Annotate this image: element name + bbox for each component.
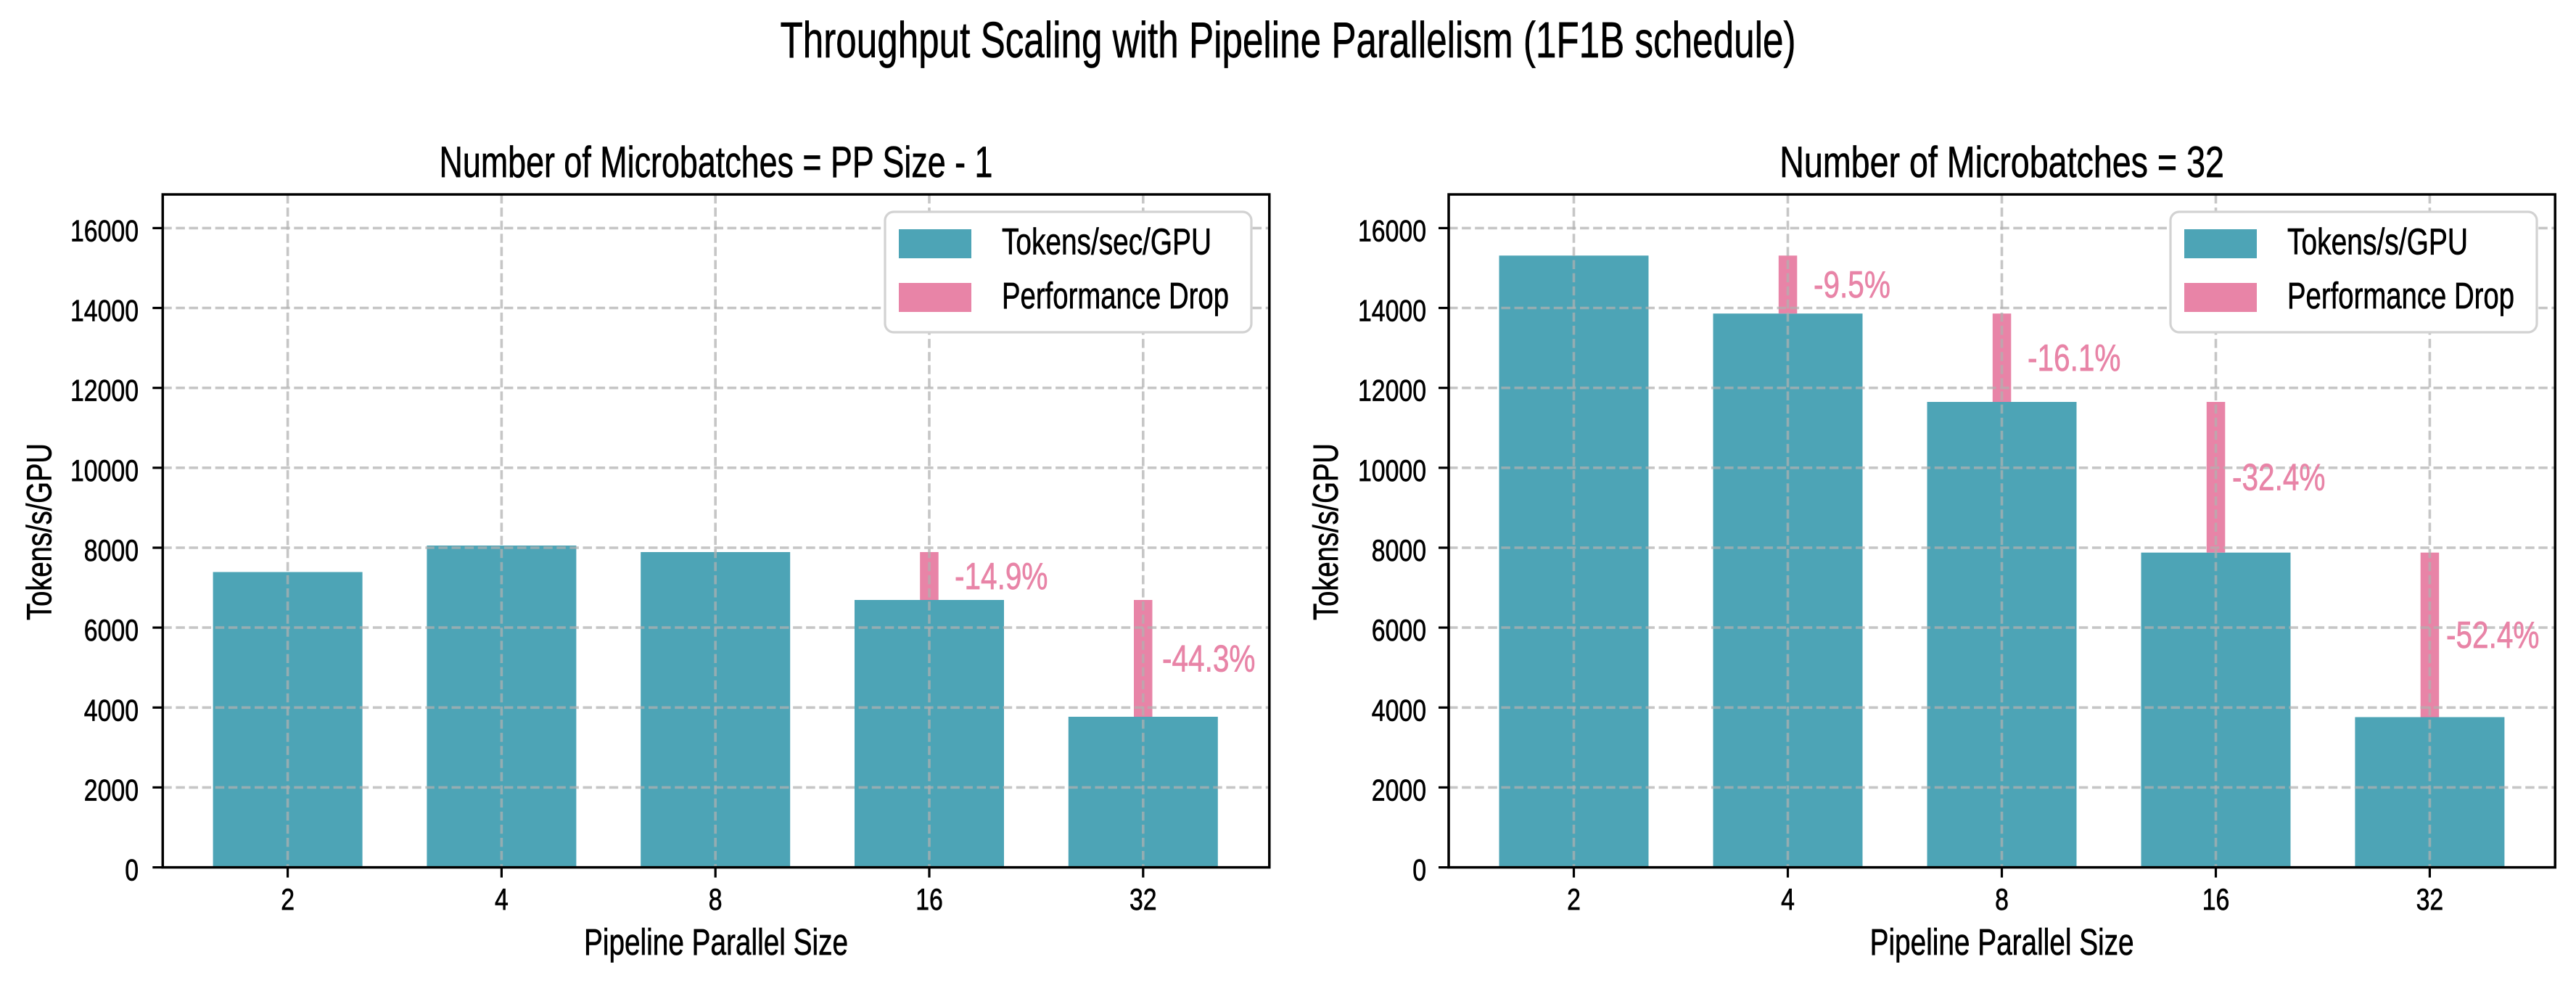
- svg-text:-52.4%: -52.4%: [2446, 614, 2540, 657]
- svg-text:32: 32: [1129, 882, 1157, 916]
- svg-text:8: 8: [1995, 882, 2009, 916]
- svg-text:2000: 2000: [84, 773, 139, 807]
- svg-text:12000: 12000: [1358, 374, 1426, 408]
- svg-text:2: 2: [281, 882, 295, 916]
- svg-text:14000: 14000: [1358, 294, 1426, 328]
- svg-text:4000: 4000: [1372, 693, 1426, 727]
- svg-text:Performance Drop: Performance Drop: [1002, 275, 1229, 316]
- svg-text:Number of Microbatches = PP Si: Number of Microbatches = PP Size - 1: [440, 138, 993, 186]
- svg-text:10000: 10000: [70, 453, 139, 488]
- svg-text:-9.5%: -9.5%: [1814, 264, 1890, 306]
- svg-text:-16.1%: -16.1%: [2028, 337, 2121, 379]
- svg-text:8: 8: [709, 882, 723, 916]
- svg-text:4000: 4000: [84, 693, 139, 727]
- svg-text:16000: 16000: [70, 213, 139, 247]
- svg-text:-14.9%: -14.9%: [955, 556, 1048, 598]
- svg-text:2: 2: [1567, 882, 1581, 916]
- svg-text:16: 16: [915, 882, 943, 916]
- svg-text:Pipeline Parallel Size: Pipeline Parallel Size: [584, 921, 848, 963]
- svg-text:4: 4: [495, 882, 509, 916]
- svg-text:10000: 10000: [1358, 453, 1426, 488]
- svg-text:Tokens/s/GPU: Tokens/s/GPU: [21, 443, 59, 620]
- svg-text:16000: 16000: [1358, 213, 1426, 247]
- svg-text:0: 0: [125, 853, 139, 887]
- svg-text:4: 4: [1781, 882, 1795, 916]
- svg-text:8000: 8000: [1372, 533, 1426, 567]
- svg-text:6000: 6000: [1372, 613, 1426, 647]
- svg-text:8000: 8000: [84, 533, 139, 567]
- svg-text:32: 32: [2416, 882, 2444, 916]
- svg-text:12000: 12000: [70, 374, 139, 408]
- svg-text:0: 0: [1412, 853, 1426, 887]
- svg-text:Tokens/sec/GPU: Tokens/sec/GPU: [1002, 221, 1211, 263]
- svg-text:-44.3%: -44.3%: [1162, 638, 1256, 680]
- svg-text:Performance Drop: Performance Drop: [2287, 275, 2514, 316]
- svg-text:Number of Microbatches = 32: Number of Microbatches = 32: [1779, 138, 2224, 186]
- svg-text:Tokens/s/GPU: Tokens/s/GPU: [2287, 221, 2468, 263]
- svg-text:Throughput Scaling with Pipeli: Throughput Scaling with Pipeline Paralle…: [781, 12, 1796, 68]
- svg-text:-32.4%: -32.4%: [2232, 457, 2326, 499]
- svg-text:2000: 2000: [1372, 773, 1426, 807]
- svg-text:6000: 6000: [84, 613, 139, 647]
- svg-text:Tokens/s/GPU: Tokens/s/GPU: [1307, 443, 1346, 620]
- svg-text:16: 16: [2202, 882, 2230, 916]
- svg-text:Pipeline Parallel Size: Pipeline Parallel Size: [1870, 921, 2134, 963]
- svg-text:14000: 14000: [70, 294, 139, 328]
